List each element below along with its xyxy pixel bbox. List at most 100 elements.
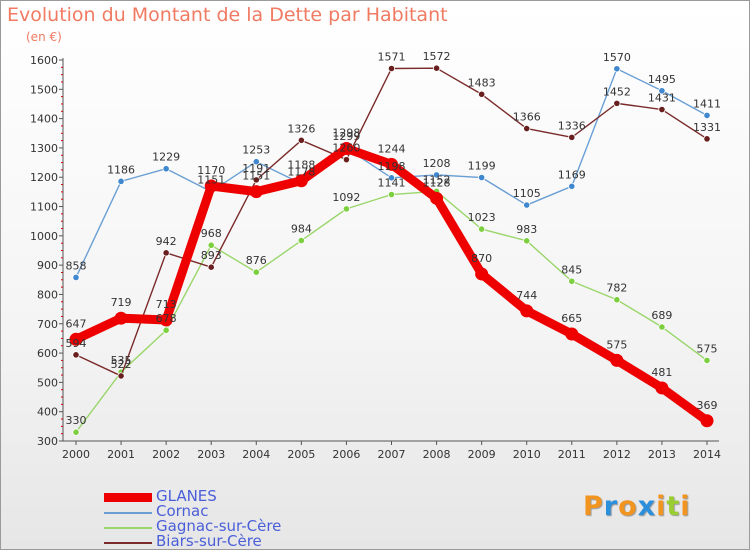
data-label: 1483 [468, 76, 496, 89]
x-tick-label: 2003 [197, 448, 225, 461]
logo-letter: i [656, 491, 667, 522]
legend-swatch [104, 527, 152, 529]
data-point [475, 267, 489, 281]
logo-letter: i [680, 491, 691, 522]
data-label: 665 [561, 312, 582, 325]
data-label: 876 [246, 254, 267, 267]
data-point [387, 64, 396, 73]
data-point [703, 356, 711, 365]
legend-swatch [104, 493, 152, 502]
data-point [568, 182, 576, 190]
data-point [613, 296, 621, 304]
y-tick-label: 300 [37, 435, 58, 448]
data-point [117, 372, 125, 380]
data-label: 1572 [423, 50, 451, 63]
data-label: 575 [697, 342, 718, 355]
legend-swatch [104, 542, 152, 544]
x-tick-label: 2006 [332, 448, 360, 461]
y-tick-label: 900 [37, 259, 58, 272]
data-label: 689 [651, 309, 672, 322]
data-point [523, 124, 531, 133]
data-label: 1298 [332, 127, 360, 140]
data-label: 782 [606, 282, 627, 295]
data-point [387, 174, 396, 182]
data-point [655, 381, 669, 395]
y-tick-label: 1300 [30, 142, 58, 155]
data-label: 984 [291, 223, 312, 236]
series-glanes [69, 142, 714, 428]
x-tick-label: 2011 [558, 448, 586, 461]
legend-label: Gagnac-sur-Cère [156, 517, 282, 535]
data-label: 535 [111, 354, 132, 367]
data-label: 1169 [558, 168, 586, 181]
legend-label: Cornac [156, 502, 209, 520]
data-point [207, 241, 215, 249]
y-tick-label: 1400 [30, 113, 58, 126]
y-tick-label: 1000 [30, 230, 58, 243]
data-point [523, 237, 531, 245]
data-point [252, 158, 260, 166]
data-label: 330 [66, 414, 87, 427]
data-label: 983 [516, 223, 537, 236]
data-point [478, 173, 486, 182]
data-label: 1128 [423, 176, 451, 189]
data-point [478, 225, 486, 233]
data-label: 369 [697, 399, 718, 412]
data-label: 1170 [197, 164, 225, 177]
data-label: 1178 [287, 166, 315, 179]
x-tick-label: 2012 [603, 448, 631, 461]
x-tick-label: 2008 [423, 448, 451, 461]
chart-unit: (en €) [26, 30, 62, 44]
data-point [294, 174, 308, 188]
data-point [342, 156, 351, 164]
data-label: 968 [201, 227, 222, 240]
data-label: 678 [156, 312, 177, 325]
logo-letter: x [637, 491, 657, 522]
x-tick-label: 2004 [242, 448, 270, 461]
logo-letter: t [666, 491, 681, 522]
x-tick-label: 2013 [648, 448, 676, 461]
data-point [613, 99, 621, 107]
logo-letter: P [583, 491, 604, 522]
data-label: 744 [516, 289, 537, 302]
data-point [568, 277, 576, 285]
data-label: 858 [66, 259, 87, 272]
data-label: 1191 [242, 162, 270, 175]
data-point [72, 273, 80, 282]
axes: 300 400 500 600 700 800 900 1000 1100 1200 1300 140… [30, 54, 721, 461]
x-tick-label: 2007 [378, 448, 406, 461]
data-point [385, 157, 398, 171]
data-label: 1198 [378, 160, 406, 173]
x-tick-label: 2009 [468, 448, 496, 461]
y-tick-label: 800 [37, 288, 58, 301]
data-label: 1411 [693, 97, 721, 110]
x-tick-label: 2002 [152, 448, 180, 461]
data-point [252, 268, 260, 276]
data-point [703, 111, 711, 119]
data-point [249, 185, 263, 199]
data-point [162, 165, 170, 173]
data-point [520, 304, 534, 318]
proxiti-logo: Proxiti [583, 491, 691, 522]
y-tick-label: 500 [37, 376, 58, 389]
data-point [523, 201, 531, 209]
data-point [565, 327, 579, 341]
data-label: 1571 [378, 50, 406, 63]
data-label: 1431 [648, 92, 676, 105]
data-point [703, 135, 711, 143]
legend-label: Biars-sur-Cère [156, 532, 262, 550]
data-point [297, 236, 305, 245]
data-label: 1186 [107, 163, 135, 176]
data-point [387, 190, 396, 199]
data-label: 1299 [332, 130, 360, 143]
data-point [72, 428, 80, 436]
data-point [432, 64, 441, 72]
data-point [700, 414, 714, 428]
data-point [207, 263, 215, 271]
data-point [252, 176, 260, 184]
y-tick-label: 1200 [30, 171, 58, 184]
series-gagnac-sur-c-re [72, 187, 711, 436]
data-point [117, 177, 125, 185]
